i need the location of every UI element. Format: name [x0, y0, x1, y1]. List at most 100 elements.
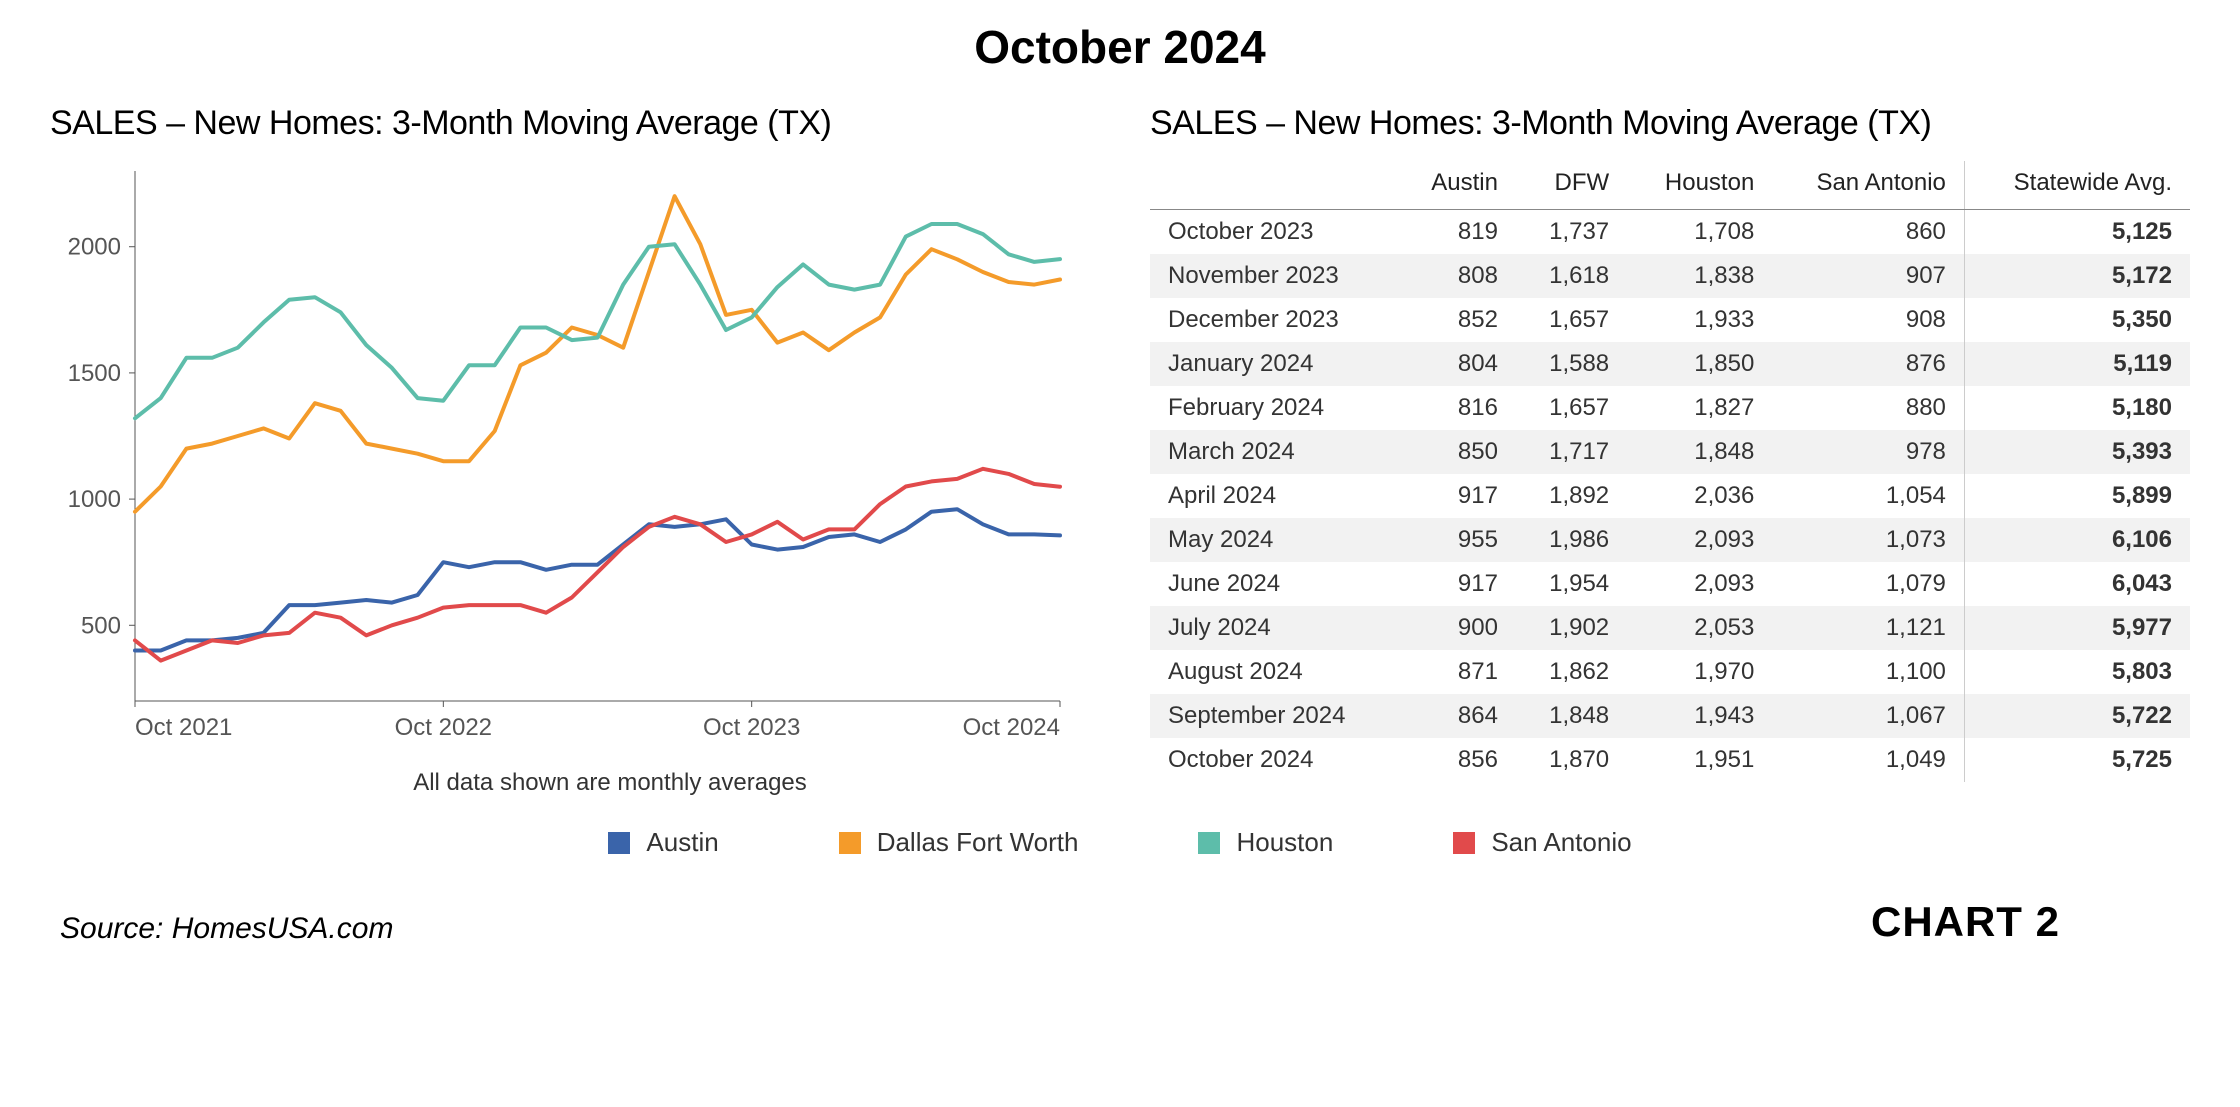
table-cell: 1,970 [1627, 650, 1772, 694]
table-cell: 5,899 [1964, 474, 2190, 518]
table-cell: 908 [1772, 298, 1964, 342]
chart-number: CHART 2 [1871, 898, 2060, 946]
chart-caption: All data shown are monthly averages [110, 769, 1110, 797]
table-cell: 2,093 [1627, 562, 1772, 606]
table-cell: September 2024 [1150, 694, 1397, 738]
table-cell: 1,079 [1772, 562, 1964, 606]
table-cell: 907 [1772, 254, 1964, 298]
table-title: SALES – New Homes: 3-Month Moving Averag… [1150, 104, 2190, 143]
table-cell: 819 [1397, 210, 1516, 255]
table-cell: 2,053 [1627, 606, 1772, 650]
table-cell: 864 [1397, 694, 1516, 738]
table-cell: 900 [1397, 606, 1516, 650]
table-cell: 856 [1397, 738, 1516, 782]
chart-panel: SALES – New Homes: 3-Month Moving Averag… [50, 104, 1110, 797]
table-cell: 955 [1397, 518, 1516, 562]
legend-item: San Antonio [1453, 827, 1631, 858]
table-cell: 1,892 [1516, 474, 1627, 518]
table-cell: 5,180 [1964, 386, 2190, 430]
table-cell: 1,838 [1627, 254, 1772, 298]
table-cell: 1,951 [1627, 738, 1772, 782]
table-cell: 1,902 [1516, 606, 1627, 650]
table-cell: 5,119 [1964, 342, 2190, 386]
table-row: January 20248041,5881,8508765,119 [1150, 342, 2190, 386]
table-cell: 1,850 [1627, 342, 1772, 386]
table-cell: 804 [1397, 342, 1516, 386]
table-cell: 1,657 [1516, 386, 1627, 430]
table-cell: 1,708 [1627, 210, 1772, 255]
table-cell: January 2024 [1150, 342, 1397, 386]
legend-item: Austin [608, 827, 718, 858]
table-cell: 1,100 [1772, 650, 1964, 694]
table-cell: 5,977 [1964, 606, 2190, 650]
legend: Austin Dallas Fort Worth Houston San Antoni… [50, 827, 2190, 858]
table-header-cell: San Antonio [1772, 161, 1964, 210]
table-cell: 917 [1397, 562, 1516, 606]
table-row: July 20249001,9022,0531,1215,977 [1150, 606, 2190, 650]
table-cell: 1,870 [1516, 738, 1627, 782]
table-row: October 20238191,7371,7088605,125 [1150, 210, 2190, 255]
table-cell: 1,717 [1516, 430, 1627, 474]
svg-text:Oct 2022: Oct 2022 [395, 714, 492, 741]
table-cell: 1,737 [1516, 210, 1627, 255]
legend-label: Houston [1236, 827, 1333, 858]
table-cell: 1,121 [1772, 606, 1964, 650]
table-cell: 1,848 [1516, 694, 1627, 738]
table-cell: 880 [1772, 386, 1964, 430]
table-cell: 1,073 [1772, 518, 1964, 562]
table-cell: 1,954 [1516, 562, 1627, 606]
legend-swatch [1198, 832, 1220, 854]
table-cell: June 2024 [1150, 562, 1397, 606]
table-cell: 850 [1397, 430, 1516, 474]
table-cell: 1,827 [1627, 386, 1772, 430]
table-cell: 978 [1772, 430, 1964, 474]
table-row: August 20248711,8621,9701,1005,803 [1150, 650, 2190, 694]
table-cell: 1,862 [1516, 650, 1627, 694]
table-cell: 808 [1397, 254, 1516, 298]
content-row: SALES – New Homes: 3-Month Moving Averag… [50, 104, 2190, 797]
legend-item: Houston [1198, 827, 1333, 858]
table-cell: 5,803 [1964, 650, 2190, 694]
table-cell: December 2023 [1150, 298, 1397, 342]
sales-table: AustinDFWHoustonSan AntonioStatewide Avg… [1150, 161, 2190, 782]
table-cell: March 2024 [1150, 430, 1397, 474]
table-cell: 6,106 [1964, 518, 2190, 562]
table-cell: 1,657 [1516, 298, 1627, 342]
table-cell: 5,172 [1964, 254, 2190, 298]
line-chart: 500100015002000Oct 2021Oct 2022Oct 2023O… [50, 161, 1070, 761]
table-cell: July 2024 [1150, 606, 1397, 650]
table-row: June 20249171,9542,0931,0796,043 [1150, 562, 2190, 606]
legend-label: Dallas Fort Worth [877, 827, 1079, 858]
table-cell: 5,350 [1964, 298, 2190, 342]
table-header-cell [1150, 161, 1397, 210]
table-cell: 1,933 [1627, 298, 1772, 342]
table-cell: 876 [1772, 342, 1964, 386]
svg-text:Oct 2021: Oct 2021 [135, 714, 232, 741]
table-cell: 816 [1397, 386, 1516, 430]
table-cell: 1,848 [1627, 430, 1772, 474]
table-header-cell: Statewide Avg. [1964, 161, 2190, 210]
table-cell: 1,054 [1772, 474, 1964, 518]
footer: Source: HomesUSA.com CHART 2 [50, 898, 2190, 946]
table-cell: 5,722 [1964, 694, 2190, 738]
legend-swatch [608, 832, 630, 854]
table-cell: 5,725 [1964, 738, 2190, 782]
table-cell: 852 [1397, 298, 1516, 342]
svg-text:500: 500 [81, 612, 121, 639]
table-cell: 1,067 [1772, 694, 1964, 738]
legend-swatch [1453, 832, 1475, 854]
table-cell: 1,049 [1772, 738, 1964, 782]
table-cell: 917 [1397, 474, 1516, 518]
table-header-cell: Austin [1397, 161, 1516, 210]
table-cell: 1,618 [1516, 254, 1627, 298]
main-title: October 2024 [50, 20, 2190, 74]
table-row: April 20249171,8922,0361,0545,899 [1150, 474, 2190, 518]
table-cell: February 2024 [1150, 386, 1397, 430]
table-row: September 20248641,8481,9431,0675,722 [1150, 694, 2190, 738]
table-cell: 5,393 [1964, 430, 2190, 474]
table-cell: November 2023 [1150, 254, 1397, 298]
table-panel: SALES – New Homes: 3-Month Moving Averag… [1130, 104, 2190, 797]
table-cell: 6,043 [1964, 562, 2190, 606]
table-row: November 20238081,6181,8389075,172 [1150, 254, 2190, 298]
table-header-cell: DFW [1516, 161, 1627, 210]
